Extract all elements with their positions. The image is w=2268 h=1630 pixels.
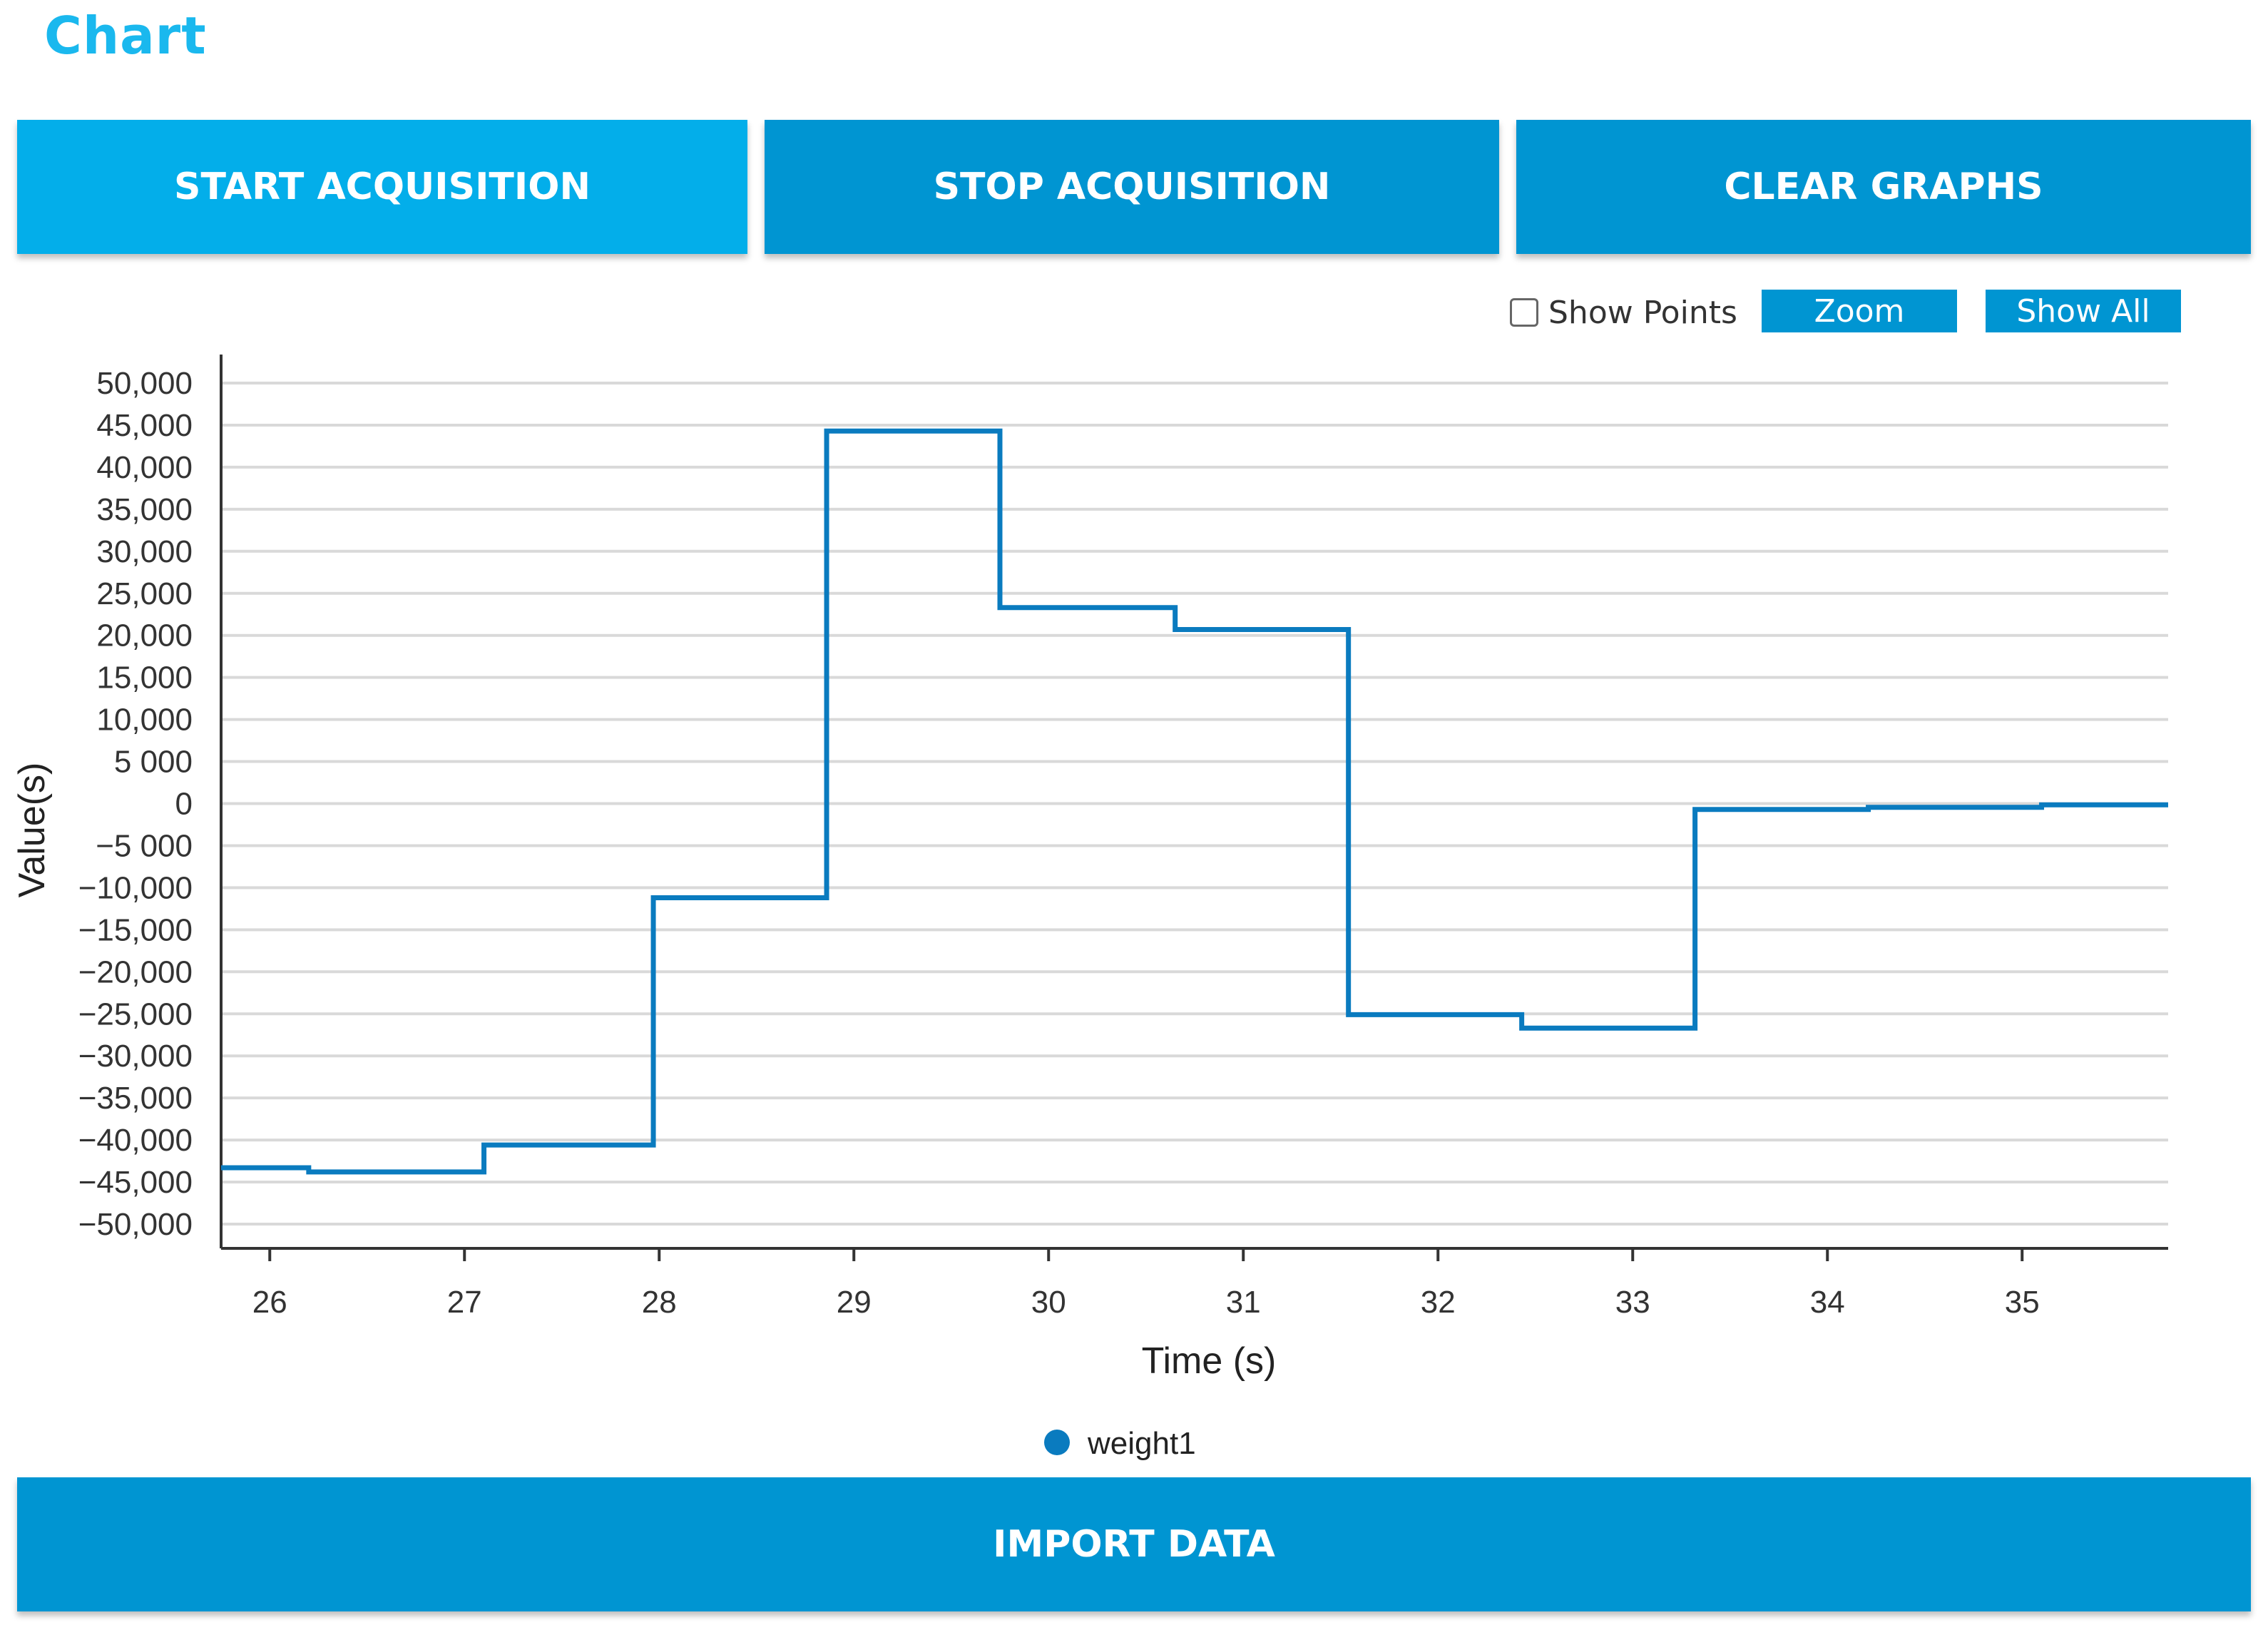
x-tick-label: 34 <box>1810 1285 1845 1320</box>
chart-series <box>221 428 2168 1175</box>
y-axis-title: Value(s) <box>11 763 53 898</box>
y-tick-label: 25,000 <box>96 576 193 611</box>
y-tick-label: 5 000 <box>114 745 193 780</box>
y-tick-label: −10,000 <box>78 870 193 905</box>
show-points-checkbox[interactable] <box>1510 298 1538 327</box>
x-tick-label: 32 <box>1421 1285 1456 1320</box>
x-tick-label: 29 <box>837 1285 872 1320</box>
page-title: Chart <box>44 6 207 66</box>
x-tick-label: 31 <box>1226 1285 1261 1320</box>
y-tick-label: 45,000 <box>96 408 193 443</box>
stop-acquisition-button[interactable]: STOP ACQUISITION <box>765 120 1499 254</box>
show-points-label: Show Points <box>1548 294 1737 331</box>
series-line-weight1 <box>221 428 2168 1175</box>
y-tick-label: −20,000 <box>78 954 193 989</box>
clear-graphs-button[interactable]: CLEAR GRAPHS <box>1516 120 2251 254</box>
y-tick-label: 15,000 <box>96 661 193 696</box>
y-tick-label: −15,000 <box>78 912 193 947</box>
y-tick-label: −5 000 <box>96 828 193 863</box>
y-tick-label: 10,000 <box>96 703 193 738</box>
show-points-toggle[interactable]: Show Points <box>1510 291 1737 334</box>
import-data-button[interactable]: IMPORT DATA <box>17 1477 2251 1611</box>
y-tick-label: −30,000 <box>78 1039 193 1074</box>
y-tick-label: −25,000 <box>78 997 193 1032</box>
y-tick-label: 20,000 <box>96 618 193 653</box>
chart: 50,000 45,000 40,000 35,000 30,000 25,000 20,0… <box>11 355 2168 1461</box>
x-tick-label: 26 <box>252 1285 287 1320</box>
legend-label: weight1 <box>1087 1426 1196 1461</box>
y-tick-label: −50,000 <box>78 1207 193 1242</box>
y-tick-label: 40,000 <box>96 450 193 485</box>
y-tick-label: −45,000 <box>78 1165 193 1200</box>
show-all-button[interactable]: Show All <box>1986 290 2181 332</box>
zoom-button[interactable]: Zoom <box>1762 290 1957 332</box>
x-tick-label: 33 <box>1615 1285 1650 1320</box>
chart-legend[interactable]: weight1 <box>1044 1426 1196 1461</box>
chart-grid <box>221 382 2168 1226</box>
x-tick-label: 35 <box>2005 1285 2040 1320</box>
x-tick-label: 30 <box>1031 1285 1066 1320</box>
y-tick-label: 50,000 <box>96 366 193 401</box>
legend-marker <box>1044 1430 1070 1455</box>
start-acquisition-button[interactable]: START ACQUISITION <box>17 120 747 254</box>
x-tick-label: 28 <box>642 1285 677 1320</box>
y-tick-label: −40,000 <box>78 1123 193 1158</box>
x-tick-label: 27 <box>447 1285 482 1320</box>
y-tick-label: 30,000 <box>96 534 193 569</box>
y-tick-label: −35,000 <box>78 1081 193 1116</box>
y-tick-label: 35,000 <box>96 492 193 527</box>
chart-axes: 50,000 45,000 40,000 35,000 30,000 25,000 20,0… <box>78 355 2168 1320</box>
x-axis-title: Time (s) <box>1142 1340 1277 1382</box>
y-tick-label: 0 <box>175 787 193 822</box>
